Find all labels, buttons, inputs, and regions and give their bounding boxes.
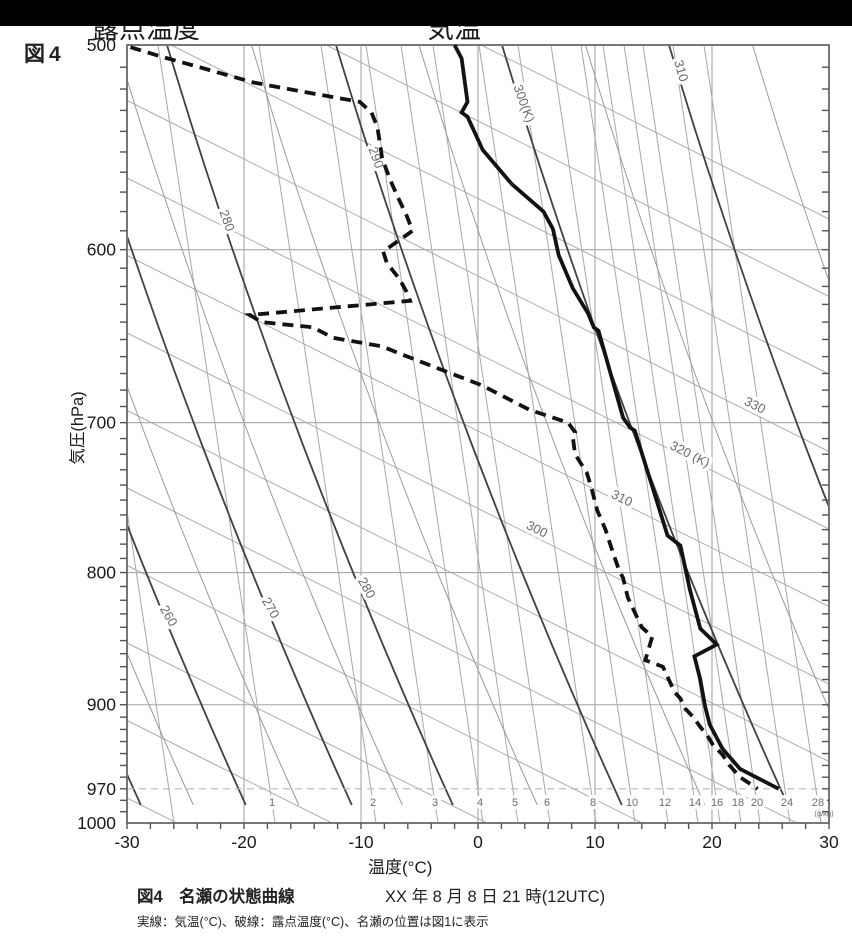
steep-adiabat-line <box>127 233 353 806</box>
dew-point-curve <box>129 45 759 791</box>
mixing-ratio-line <box>580 45 699 823</box>
mixing-ratio-line <box>623 45 742 823</box>
shallow-adiabat-label: 300 <box>524 517 550 540</box>
steep-adiabat-line <box>501 45 789 806</box>
top-black-bar <box>0 0 852 26</box>
mixing-ratio-label: 28 <box>812 797 824 809</box>
temp-tick-label: -30 <box>114 832 140 852</box>
shallow-adiabat-line <box>127 177 829 530</box>
mixing-ratio-line <box>602 45 721 823</box>
temperature-curve <box>452 44 780 791</box>
steep-adiabat-line <box>335 45 623 806</box>
temp-tick-label: -20 <box>231 832 257 852</box>
mixing-ratio-line <box>703 45 822 823</box>
shallow-adiabat-line <box>127 410 829 762</box>
temperature-axis-title: 温度(°C) <box>368 858 433 877</box>
mixing-ratio-label: 24 <box>781 797 793 809</box>
pressure-tick-label: 970 <box>87 779 116 799</box>
mixing-ratio-line <box>550 45 669 823</box>
mixing-ratio-label: 5 <box>512 797 518 809</box>
temp-tick-label: 10 <box>585 832 605 852</box>
mixing-ratio-line <box>258 45 377 823</box>
steep-adiabat-minor-line <box>418 45 706 806</box>
pressure-tick-label: 1000 <box>77 813 116 833</box>
pressure-tick-label: 800 <box>87 563 116 583</box>
mixing-ratio-line <box>400 45 519 823</box>
steep-adiabat-minor-line <box>752 45 829 283</box>
shallow-adiabat-line <box>127 565 644 823</box>
shallow-adiabat-line <box>479 45 829 220</box>
shallow-adiabat-line <box>127 332 829 685</box>
mixing-ratio-label: 2 <box>370 797 376 809</box>
mixing-ratio-line <box>365 45 484 823</box>
shallow-adiabat-label: 330 <box>742 393 768 416</box>
shallow-adiabat-line <box>127 255 829 607</box>
mixing-ratio-line <box>157 45 276 823</box>
temp-tick-label: 0 <box>473 832 483 852</box>
caption-title: 図4 名瀬の状態曲線 <box>137 888 295 906</box>
mixing-ratio-label: 4 <box>477 797 483 809</box>
mixing-ratio-label: 20 <box>751 797 763 809</box>
mixing-ratio-label: 16 <box>711 797 723 809</box>
mixing-ratio-label: 14 <box>689 797 701 809</box>
pressure-tick-label: 600 <box>87 240 116 260</box>
caption-legend-note: 実線：気温(°C)、破線：露点温度(°C)、名瀬の位置は図1に表示 <box>137 915 489 929</box>
mixing-ratio-label: 18 <box>732 797 744 809</box>
steep-adiabat-minor-line <box>127 651 194 806</box>
steep-adiabat-label: 280 <box>216 208 238 234</box>
pressure-tick-label: 700 <box>87 413 116 433</box>
caption-datetime: XX 年 8 月 8 日 21 時(12UTC) <box>385 888 606 906</box>
steep-adiabat-minor-line <box>127 77 403 806</box>
steep-adiabat-line <box>836 45 852 805</box>
mixing-ratio-unit-label: (g/kg) <box>814 809 834 818</box>
mixing-ratio-line <box>672 45 791 823</box>
steep-adiabat-label: 310 <box>671 58 691 83</box>
steep-adiabat-label: 300(K) <box>511 83 538 125</box>
steep-adiabat-line <box>127 772 142 806</box>
temp-tick-label: -10 <box>348 832 374 852</box>
steep-adiabat-line <box>127 522 247 806</box>
mixing-ratio-label: 10 <box>626 797 638 809</box>
steep-adiabat-minor-line <box>127 384 300 806</box>
mixing-ratio-line <box>432 45 551 823</box>
mixing-ratio-label: 3 <box>432 797 438 809</box>
steep-adiabat-minor-line <box>585 45 829 711</box>
shallow-adiabat-line <box>127 487 799 823</box>
temp-tick-label: 30 <box>819 832 839 852</box>
steep-adiabat-minor-line <box>251 45 538 806</box>
shallow-adiabat-line <box>127 642 489 823</box>
mixing-ratio-label: 1 <box>269 797 275 809</box>
shallow-adiabat-label: 320 (K) <box>668 438 713 471</box>
mixing-ratio-label: 8 <box>590 797 596 809</box>
shallow-adiabat-line <box>127 100 829 452</box>
pressure-tick-label: 900 <box>87 695 116 715</box>
shallow-adiabat-line <box>324 45 829 297</box>
shallow-adiabat-line <box>127 720 334 823</box>
mixing-ratio-label: 12 <box>659 797 671 809</box>
mixing-ratio-line <box>478 45 597 823</box>
steep-adiabat-line <box>166 45 454 806</box>
mixing-ratio-label: 6 <box>544 797 550 809</box>
temp-tick-label: 20 <box>702 832 722 852</box>
steep-adiabat-label: 280 <box>355 575 379 601</box>
figure-number-label: 図4 <box>24 43 65 66</box>
mixing-ratio-line <box>642 45 761 823</box>
mixing-ratio-line <box>320 45 439 823</box>
mixing-ratio-line <box>517 45 636 823</box>
pressure-tick-label: 500 <box>87 35 116 55</box>
shallow-adiabat-label: 310 <box>609 486 635 509</box>
mixing-ratio-line <box>127 507 175 823</box>
steep-adiabat-line <box>668 45 829 510</box>
